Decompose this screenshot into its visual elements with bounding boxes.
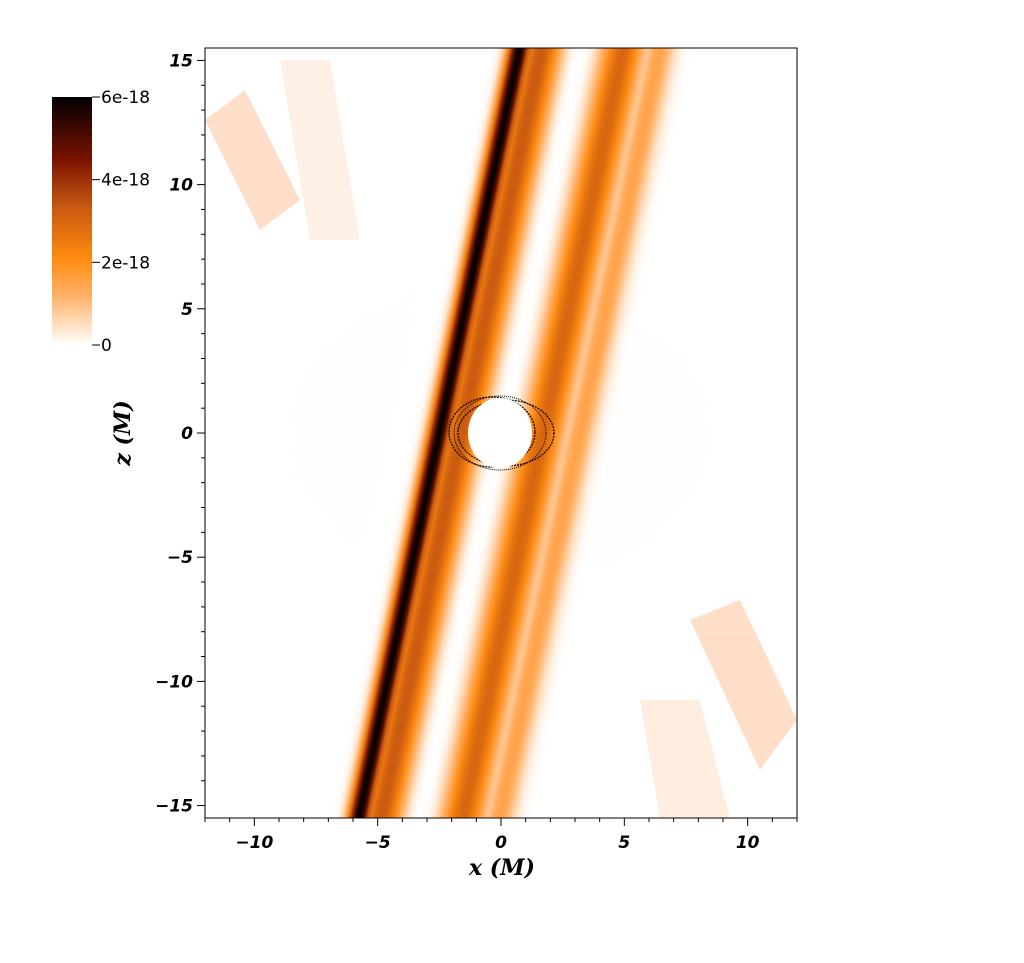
y-axis-title: z (M) (110, 400, 136, 466)
y-axis: −15 −10 −5 0 5 10 15 (155, 51, 205, 817)
x-axis: −10 −5 0 5 10 (204, 818, 798, 853)
x-tick-label: −10 (235, 833, 273, 853)
horizon (448, 395, 555, 471)
artifact-patches (205, 60, 797, 818)
x-axis-title: x (M) (468, 855, 535, 881)
x-tick-label: 10 (736, 833, 760, 853)
y-tick-label: −10 (155, 672, 193, 692)
y-tick-label: 15 (169, 51, 193, 71)
colorbar-gradient (52, 97, 92, 345)
y-tick-label: −5 (167, 548, 193, 568)
x-tick-label: −5 (365, 833, 391, 853)
x-tick-label: 0 (495, 833, 507, 853)
x-tick-label: 5 (618, 833, 630, 853)
colorbar-tick-label: 0 (101, 336, 112, 356)
y-tick-label: −15 (155, 797, 193, 817)
colorbar-tick-label: 2e-18 (101, 253, 150, 273)
y-tick-label: 0 (181, 424, 193, 444)
y-tick-label: 5 (181, 300, 193, 320)
colorbar-tick-label: 6e-18 (101, 88, 150, 108)
colorbar-tick-label: 4e-18 (101, 171, 150, 191)
colorbar: 0 2e-18 4e-18 6e-18 (52, 88, 150, 356)
y-tick-label: 10 (169, 176, 193, 196)
colorbar-ticks: 0 2e-18 4e-18 6e-18 (92, 88, 150, 356)
